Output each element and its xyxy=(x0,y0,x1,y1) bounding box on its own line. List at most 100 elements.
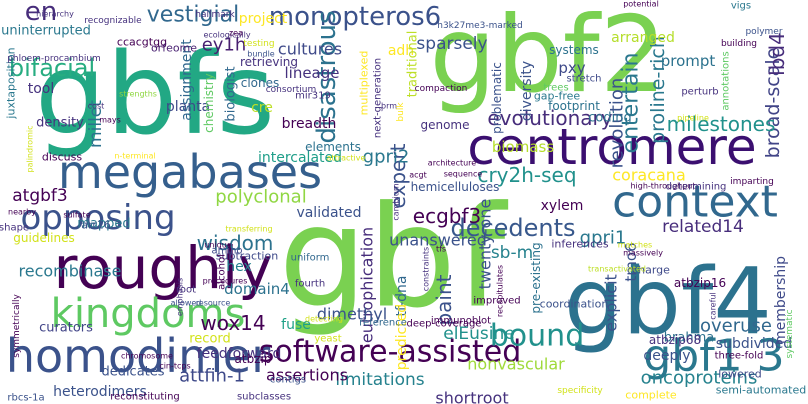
word-polymer: polymer xyxy=(745,27,782,37)
word-trees: trees xyxy=(543,83,568,94)
word-gbfs: gbfs xyxy=(35,30,275,160)
word-cin-tcps: cin-tcps xyxy=(159,362,190,371)
word-breadth: breadth xyxy=(282,116,337,132)
word-vigs: vigs xyxy=(731,1,751,12)
word-genome: genome xyxy=(420,118,469,132)
word-tf-dna: tf-dna xyxy=(394,275,410,316)
word-acgt: acgt xyxy=(409,171,427,180)
word-millet: millet xyxy=(86,100,106,148)
word-next-generation: next-generation xyxy=(373,58,384,138)
word-context: context xyxy=(612,177,778,228)
word-chemistry: chemistry xyxy=(202,73,216,133)
word-gbf1-3: gbf1 3 xyxy=(643,331,784,382)
word-specificity: specificity xyxy=(557,386,603,396)
word-feedforward: feedforward xyxy=(197,346,282,362)
word-roughly: roughly xyxy=(54,234,273,302)
word-attfin-1: attfin-1 xyxy=(179,366,245,387)
word-potential: potential xyxy=(623,0,659,9)
word-subtraction: subtraction xyxy=(216,250,278,263)
word-traditional: traditional xyxy=(406,31,421,98)
word-emphasis: emphasis xyxy=(176,278,185,316)
word-tool: tool xyxy=(28,81,55,97)
word-multiplexed: multiplexed xyxy=(358,51,371,116)
word-hierarchy: hierarchy xyxy=(36,10,74,19)
word-gpri2: gpri2 xyxy=(363,147,410,168)
word-fourth: fourth xyxy=(295,279,325,290)
word-inferences: inferences xyxy=(551,238,609,251)
word-domain4: domain4 xyxy=(224,280,290,298)
word-architecture: architecture xyxy=(428,159,476,168)
word-retrieving: retrieving xyxy=(240,55,298,69)
word-h3k27me3-marked: h3k27me3-marked xyxy=(437,21,523,31)
word-curators: curators xyxy=(39,321,93,336)
word-pxy: pxy xyxy=(558,59,585,77)
word-oncoproteins: oncoproteins xyxy=(641,368,758,389)
word-bifacial: bifacial xyxy=(9,54,95,82)
word-chromosome: chromosome xyxy=(121,352,173,361)
word-constraints: constraints xyxy=(422,247,431,291)
word-dedicates: dedicates xyxy=(101,365,164,380)
word-consortium: consortium xyxy=(266,85,317,95)
word-ccacgtgg: ccacgtgg xyxy=(117,36,167,49)
word-fuse: fuse xyxy=(281,317,311,333)
word-explicit: explicit xyxy=(602,274,621,332)
word-tfs: tfs xyxy=(436,245,446,254)
word-pre-existing: pre-existing xyxy=(529,242,543,313)
word-subdivided: subdivided xyxy=(716,336,792,352)
word-transferring: transferring xyxy=(225,225,272,234)
word-prompt: prompt xyxy=(661,52,716,70)
word-bundle: bundle xyxy=(247,50,275,59)
word-hemicelluloses: hemicelluloses xyxy=(411,180,500,194)
word-wox14: wox14 xyxy=(200,311,265,335)
word-software-assisted: software-assisted xyxy=(259,335,522,370)
word-semi-automated: semi-automated xyxy=(716,384,807,397)
word-expert: expert xyxy=(386,143,410,208)
word-unanswered: unanswered xyxy=(389,231,487,250)
word-uniform: uniform xyxy=(291,253,330,264)
word-ey1h: ey1h xyxy=(202,35,247,56)
word-high-throughput: high-throughput xyxy=(630,182,695,191)
word-limitations: limitations xyxy=(335,370,424,390)
word-yeast: yeast xyxy=(314,334,341,345)
word-gap-free: gap-free xyxy=(534,90,581,103)
word-vestigial: vestigial xyxy=(147,3,239,28)
word-lineage: lineage xyxy=(284,64,339,82)
word-coracana: coracana xyxy=(612,166,686,185)
word-three-fold: three-fold xyxy=(715,351,764,362)
word-atbzip68: atbzip68 xyxy=(649,333,701,347)
word-immunoblot: immunoblot xyxy=(431,316,491,327)
word-brahma: brahma xyxy=(664,331,714,346)
word-predicted: predicted xyxy=(394,304,410,370)
word-milestones: milestones xyxy=(667,112,776,136)
word-hallmark: hallmark xyxy=(195,10,235,20)
word-bound: bound xyxy=(490,319,584,354)
word-eutrophication: eutrophication xyxy=(358,227,377,343)
word-sequence: sequence xyxy=(444,170,483,179)
word-assignment: assignment xyxy=(179,39,195,121)
word-evolutionary: evolutionary xyxy=(487,106,612,130)
word-heterodimers: heterodimers xyxy=(53,384,147,400)
word-atbzip16: atbzip16 xyxy=(674,276,726,290)
word-overuse: overuse xyxy=(700,316,772,337)
word-pipeline: pipeline xyxy=(677,114,709,123)
word-gbf: gbf xyxy=(278,177,508,340)
word-decedents: decedents xyxy=(450,214,575,242)
word-broad-scale: broad-scale xyxy=(762,48,784,159)
word-biologist: biologist xyxy=(224,66,239,121)
word-transactivated: transactivated xyxy=(588,265,646,274)
word-gbf4: gbf4 xyxy=(564,249,772,356)
word-related14: related14 xyxy=(662,217,744,237)
word-amino: amino xyxy=(211,246,242,257)
word-careful: careful xyxy=(709,292,718,319)
word-charge: charge xyxy=(632,264,670,277)
word-unique: unique xyxy=(204,241,232,250)
word-clones: clones xyxy=(241,76,280,90)
word-proline-rich: proline-rich xyxy=(647,36,669,144)
word-systematic: systematic xyxy=(785,309,795,358)
word-adh: adh xyxy=(388,43,414,59)
word-coordination: coordination xyxy=(540,298,609,311)
word-revolution: revolution xyxy=(607,78,628,169)
word-sulfate: sulfate xyxy=(63,211,90,220)
word-attractive: attractive xyxy=(327,154,366,163)
word-recapitulates: recapitulates xyxy=(496,265,505,317)
